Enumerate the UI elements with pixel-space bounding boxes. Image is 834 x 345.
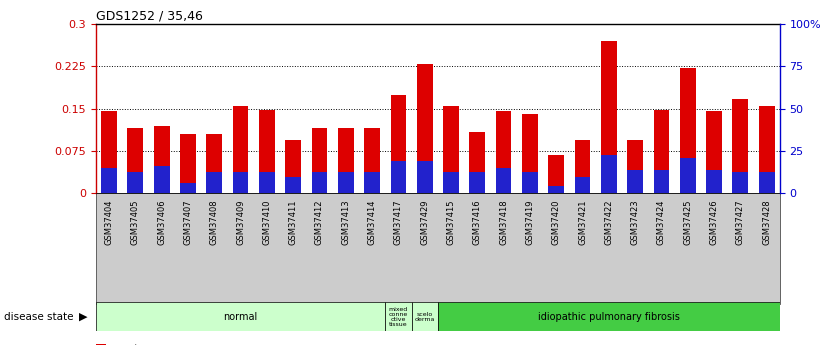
Bar [680,68,696,193]
Bar [575,140,590,193]
Bar [732,172,748,193]
Bar [495,111,511,193]
Bar [206,134,222,193]
Bar [364,172,380,193]
Bar [443,106,459,193]
Text: idiopathic pulmonary fibrosis: idiopathic pulmonary fibrosis [538,312,680,322]
Bar [680,158,696,193]
Bar [128,172,143,193]
Bar [206,172,222,193]
Bar [470,132,485,193]
Bar [522,114,538,193]
Bar [180,134,196,193]
Bar [627,169,643,193]
Bar [180,183,196,193]
Bar [548,186,564,193]
Bar [285,177,301,193]
Text: scelo
derma: scelo derma [414,312,435,322]
Bar [759,106,775,193]
Text: normal: normal [224,312,258,322]
Bar [522,172,538,193]
Bar [259,110,274,193]
Bar [153,166,169,193]
FancyBboxPatch shape [385,302,411,331]
Text: mixed
conne
ctive
tissue: mixed conne ctive tissue [389,307,408,326]
Bar [495,168,511,193]
Bar [732,99,748,193]
FancyBboxPatch shape [438,302,780,331]
Bar [233,106,249,193]
Bar [759,172,775,193]
Bar [706,169,722,193]
Bar [153,126,169,193]
Text: disease state: disease state [4,312,73,322]
Bar [101,168,117,193]
Bar [390,95,406,193]
Bar [312,172,328,193]
Bar [601,41,616,193]
Bar [101,111,117,193]
FancyBboxPatch shape [96,302,385,331]
Bar [390,160,406,193]
Text: GDS1252 / 35,46: GDS1252 / 35,46 [96,10,203,23]
FancyBboxPatch shape [411,302,438,331]
Bar [470,172,485,193]
Bar [417,63,433,193]
Bar [417,160,433,193]
Bar [285,140,301,193]
Bar [627,140,643,193]
Text: ▶: ▶ [79,312,88,322]
Bar [338,172,354,193]
Bar [443,172,459,193]
Bar [575,177,590,193]
Bar [654,110,670,193]
Bar [128,128,143,193]
Bar [259,172,274,193]
Bar [312,128,328,193]
Bar [654,169,670,193]
Bar [706,111,722,193]
Bar [548,155,564,193]
Bar [338,128,354,193]
Bar [233,172,249,193]
Bar [601,155,616,193]
Bar [364,128,380,193]
